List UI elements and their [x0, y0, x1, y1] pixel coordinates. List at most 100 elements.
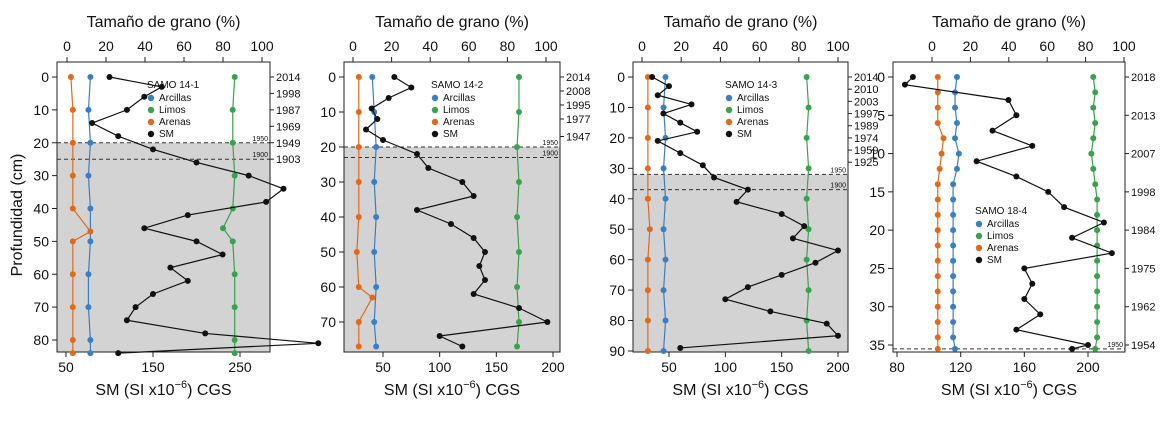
marker-label-1900: 1900 [252, 152, 268, 159]
top-tick-label: 80 [215, 38, 231, 54]
bottom-tick-label: 120 [949, 359, 973, 375]
data-point [953, 119, 960, 126]
date-label: 2018 [1131, 72, 1155, 84]
data-point [1090, 74, 1097, 80]
series-limos [514, 74, 522, 350]
data-point [231, 74, 238, 80]
data-point [363, 126, 369, 133]
data-point [950, 196, 957, 203]
data-point [805, 165, 812, 172]
series-line-arcillas [662, 76, 667, 352]
legend-swatch-arenas [975, 244, 983, 252]
data-point [515, 109, 522, 115]
data-point [644, 317, 651, 324]
data-point [371, 179, 378, 185]
top-tick-label: 0 [638, 38, 646, 54]
date-label: 1984 [1131, 225, 1155, 237]
data-point [85, 304, 92, 311]
top-tick-label: 20 [673, 38, 689, 54]
date-label: 1998 [276, 88, 300, 100]
data-point [654, 92, 661, 99]
data-point [414, 207, 420, 213]
marker-label-1950: 1950 [252, 136, 268, 143]
y-tick-label: 50 [320, 244, 336, 260]
data-point [150, 146, 156, 153]
data-point [220, 225, 226, 232]
top-tick-label: 20 [963, 38, 979, 54]
data-point [1037, 311, 1044, 318]
data-point [123, 106, 130, 113]
data-point [515, 249, 522, 255]
data-point [644, 74, 651, 80]
legend-swatch-sm [975, 256, 983, 264]
data-point [934, 89, 941, 96]
bottom-tick-label: 200 [1076, 359, 1100, 375]
date-label: 1977 [566, 114, 590, 126]
series-line-arcillas [87, 76, 92, 354]
legend-swatch-arcillas [725, 94, 733, 102]
data-point [231, 271, 238, 278]
data-point [662, 256, 669, 263]
data-point [1094, 288, 1101, 295]
legend-swatch-limos [975, 232, 983, 240]
y-tick-label: 80 [609, 313, 625, 329]
y-tick-label: 40 [320, 209, 336, 225]
data-point [476, 263, 483, 269]
bottom-axis-title: SM (SI x10−6) CGS [384, 379, 520, 399]
data-point [950, 334, 957, 341]
data-point [934, 273, 941, 280]
data-point [677, 119, 684, 126]
top-tick-label: 100 [1112, 38, 1136, 54]
data-point [1013, 173, 1020, 180]
data-point [514, 214, 521, 220]
data-point [909, 74, 916, 80]
data-point [482, 249, 488, 255]
series-sm [363, 74, 551, 350]
data-point [544, 319, 551, 325]
data-point [1094, 211, 1101, 218]
data-point [934, 242, 941, 249]
data-point [514, 343, 521, 350]
legend-label-limos: Limos [737, 105, 764, 116]
y-tick-label: 15 [869, 184, 885, 200]
series-arcillas [369, 74, 380, 350]
data-point [952, 104, 959, 111]
y-tick-label: 5 [877, 107, 885, 123]
date-label: 1974 [854, 133, 878, 145]
core-name: SAMO 14-2 [431, 80, 484, 91]
data-point [1061, 204, 1068, 211]
marker-label-1950: 1950 [542, 140, 558, 147]
y-tick-label: 50 [33, 233, 49, 249]
bottom-tick-label: 100 [428, 359, 452, 375]
y-axis-label: Profundidad (cm) [9, 154, 26, 277]
legend-label-sm: SM [443, 129, 458, 140]
data-point [989, 127, 996, 134]
data-point [803, 256, 810, 263]
legend-label-sm: SM [737, 129, 752, 140]
bottom-tick-label: 150 [141, 359, 165, 375]
data-point [373, 284, 380, 290]
marker-label-1950: 1950 [1107, 342, 1123, 349]
core-name: SAMO 14-1 [147, 80, 200, 91]
data-point [934, 119, 941, 126]
data-point [391, 74, 398, 80]
data-point [803, 195, 810, 202]
data-point [805, 287, 812, 294]
data-point [69, 350, 76, 357]
legend-label-limos: Limos [987, 231, 1014, 242]
data-point [87, 337, 94, 343]
y-tick-label: 0 [41, 69, 49, 85]
y-tick-label: 30 [609, 160, 625, 176]
bottom-tick-label: 150 [770, 359, 794, 375]
data-point [229, 238, 236, 245]
data-point [263, 198, 270, 205]
data-point [132, 304, 139, 311]
legend-label-arcillas: Arcillas [987, 219, 1019, 230]
top-axis-title: Tamaño de grano (%) [664, 14, 818, 31]
data-point [69, 271, 76, 278]
data-point [950, 319, 957, 326]
legend-label-arenas: Arenas [987, 243, 1019, 254]
data-point [374, 116, 381, 122]
data-point [805, 348, 812, 354]
